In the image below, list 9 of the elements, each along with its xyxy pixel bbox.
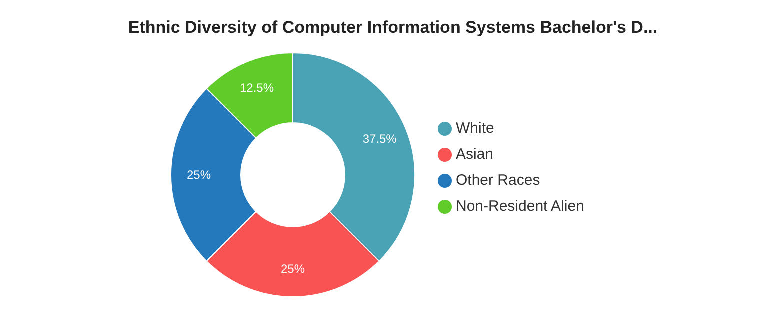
- data-label: 25%: [280, 262, 306, 276]
- data-label: 12.5%: [240, 81, 274, 96]
- legend-label: White: [456, 120, 494, 136]
- legend-label: Non-Resident Alien: [456, 198, 584, 214]
- chart-title: Ethnic Diversity of Computer Information Systems Bachelor's D...: [127, 18, 659, 38]
- data-label: 25%: [186, 168, 212, 182]
- legend-label: Other Races: [456, 172, 540, 188]
- legend-label: Asian: [456, 146, 494, 162]
- data-label: 37.5%: [362, 132, 398, 146]
